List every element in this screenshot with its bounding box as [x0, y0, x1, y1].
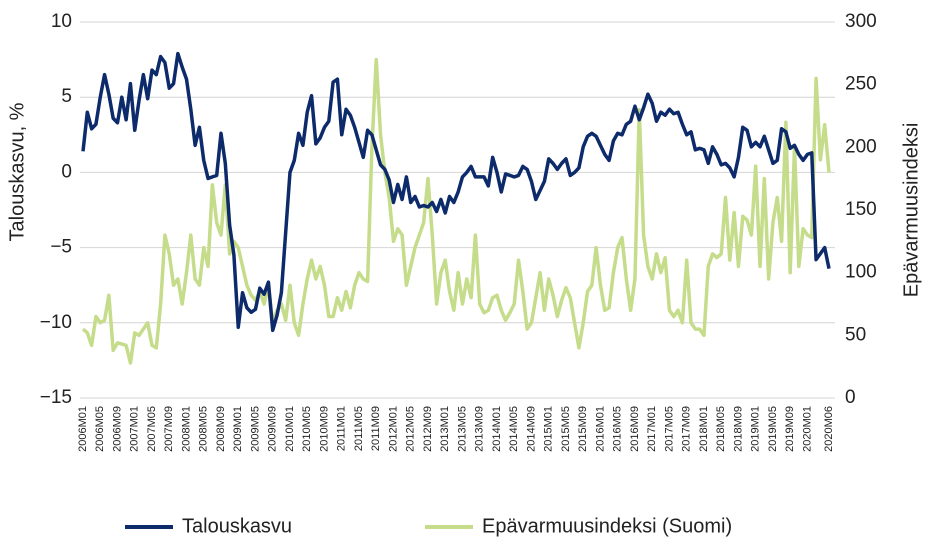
x-tick-label: 2015M01	[543, 406, 555, 452]
x-tick-label: 2009M09	[267, 406, 279, 452]
x-tick-label: 2016M01	[594, 406, 606, 452]
y-tick-label: −15	[40, 387, 72, 408]
x-tick-label: 2014M09	[525, 406, 537, 452]
x-tick-label: 2012M09	[422, 406, 434, 452]
x-tick-label: 2018M05	[715, 406, 727, 452]
y-tick-label: −10	[40, 312, 72, 333]
y-tick-label: 10	[51, 11, 72, 32]
x-tick-label: 2017M05	[663, 406, 675, 452]
legend-label: Talouskasvu	[182, 515, 292, 537]
x-tick-label: 2009M01	[232, 406, 244, 452]
x-tick-label: 2007M05	[146, 406, 158, 452]
x-tick-label: 2018M09	[732, 406, 744, 452]
x-tick-label: 2012M01	[387, 406, 399, 452]
x-tick-label: 2015M09	[577, 406, 589, 452]
x-tick-label: 2011M05	[353, 406, 365, 451]
x-tick-label: 2008M09	[215, 406, 227, 452]
x-tick-label: 2010M01	[284, 406, 296, 452]
y2-tick-label: 150	[845, 199, 877, 220]
y2-tick-label: 0	[845, 387, 856, 408]
y2-tick-label: 300	[845, 11, 877, 32]
x-tick-label: 2016M09	[629, 406, 641, 452]
x-tick-label: 2010M09	[318, 406, 330, 452]
y2-tick-label: 50	[845, 324, 866, 345]
x-tick-label: 2019M01	[750, 406, 762, 452]
y-tick-label: 0	[61, 161, 72, 182]
x-tick-label: 2014M05	[508, 406, 520, 452]
y2-tick-label: 100	[845, 262, 877, 283]
y2-tick-label: 250	[845, 74, 877, 95]
x-tick-label: 2013M05	[456, 406, 468, 452]
x-tick-label: 2009M05	[249, 406, 261, 452]
x-tick-label: 2007M09	[163, 406, 175, 452]
x-tick-label: 2018M01	[698, 406, 710, 452]
x-tick-label: 2017M01	[646, 406, 658, 452]
legend-label: Epävarmuusindeksi (Suomi)	[482, 515, 732, 537]
x-tick-label: 2006M09	[111, 406, 123, 452]
x-tick-label: 2013M09	[474, 406, 486, 452]
x-tick-label: 2007M01	[129, 406, 141, 452]
x-tick-label: 2016M05	[612, 406, 624, 452]
data-line	[81, 51, 831, 333]
x-tick-label: 2012M05	[405, 406, 417, 452]
y2-axis-title: Epävarmuusindeksi	[900, 123, 922, 298]
x-tick-label: 2006M01	[77, 406, 89, 452]
y-tick-label: 5	[61, 86, 72, 107]
x-tick-label: 2008M05	[198, 406, 210, 452]
y-axis-title: Talouskasvu, %	[6, 102, 28, 241]
x-tick-label: 2020M06	[823, 406, 835, 452]
x-tick-label: 2011M01	[336, 406, 348, 451]
y-tick-label: −5	[50, 237, 72, 258]
x-tick-label: 2010M05	[301, 406, 313, 452]
x-tick-label: 2013M01	[439, 406, 451, 452]
x-tick-label: 2019M09	[784, 406, 796, 452]
x-tick-label: 2011M09	[370, 406, 382, 451]
x-tick-label: 2006M05	[94, 406, 106, 452]
x-tick-label: 2017M09	[681, 406, 693, 452]
x-tick-label: 2020M01	[801, 406, 813, 452]
x-tick-label: 2015M05	[560, 406, 572, 452]
data-line	[81, 57, 831, 365]
x-tick-label: 2019M05	[767, 406, 779, 452]
x-tick-label: 2014M01	[491, 406, 503, 452]
x-tick-label: 2008M01	[180, 406, 192, 452]
y2-tick-label: 200	[845, 136, 877, 157]
